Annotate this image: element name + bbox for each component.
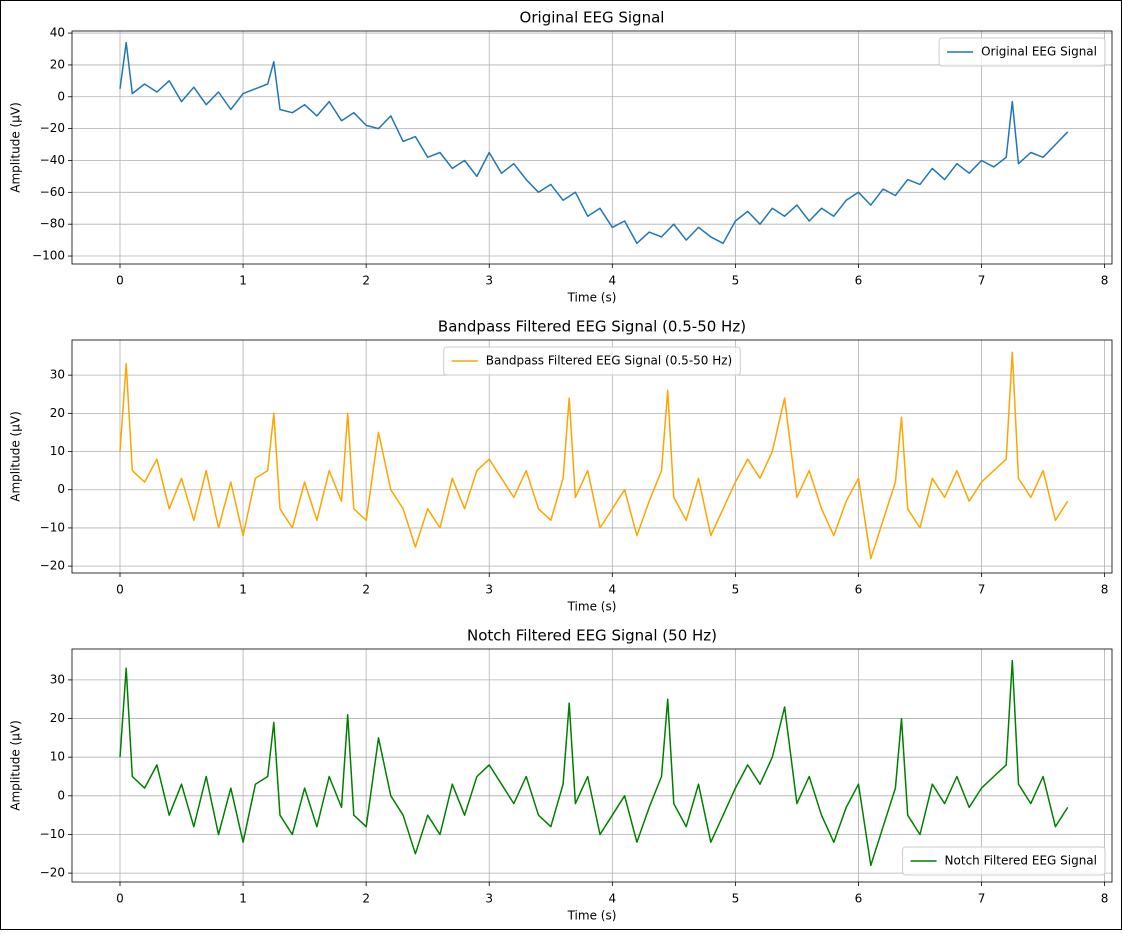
x-tick-label: 2 bbox=[362, 892, 370, 906]
signal-line bbox=[119, 659, 1069, 867]
y-tick-label: 40 bbox=[50, 26, 65, 40]
y-tick-label: −80 bbox=[40, 217, 65, 231]
x-tick-label: 3 bbox=[485, 892, 493, 906]
x-tick-label: 4 bbox=[608, 583, 616, 597]
x-tick-label: 8 bbox=[1101, 274, 1109, 288]
x-tick-label: 6 bbox=[855, 274, 863, 288]
x-tick-label: 8 bbox=[1101, 892, 1109, 906]
x-tick-label: 0 bbox=[116, 892, 124, 906]
x-tick-label: 1 bbox=[239, 892, 247, 906]
legend-box bbox=[902, 846, 1106, 876]
legend-label: Original EEG Signal bbox=[981, 45, 1097, 59]
y-tick-label: −10 bbox=[40, 827, 65, 841]
legend-label: Notch Filtered EEG Signal bbox=[945, 854, 1097, 868]
legend: Original EEG Signal bbox=[938, 37, 1106, 67]
x-tick-label: 6 bbox=[855, 583, 863, 597]
y-tick-label: 10 bbox=[50, 444, 65, 458]
y-tick-label: −20 bbox=[40, 866, 65, 880]
x-tick-label: 5 bbox=[732, 274, 740, 288]
x-tick-label: 4 bbox=[608, 892, 616, 906]
signal-line bbox=[119, 351, 1069, 560]
y-tick-label: 30 bbox=[50, 672, 65, 686]
chart-title: Bandpass Filtered EEG Signal (0.5-50 Hz) bbox=[438, 318, 746, 336]
x-tick-label: 5 bbox=[732, 583, 740, 597]
chart-title: Notch Filtered EEG Signal (50 Hz) bbox=[467, 627, 717, 645]
legend-label: Bandpass Filtered EEG Signal (0.5-50 Hz) bbox=[486, 354, 733, 368]
y-tick-label: 30 bbox=[50, 368, 65, 382]
y-tick-label: −20 bbox=[40, 559, 65, 573]
x-axis-label: Time (s) bbox=[567, 600, 617, 614]
legend-box bbox=[938, 37, 1106, 67]
y-tick-label: 20 bbox=[50, 57, 65, 71]
x-tick-label: 1 bbox=[239, 274, 247, 288]
y-axis-label: Amplitude (µV) bbox=[9, 720, 23, 811]
x-tick-label: 3 bbox=[485, 583, 493, 597]
axes-frame bbox=[71, 339, 1113, 574]
x-tick-label: 0 bbox=[116, 274, 124, 288]
y-tick-label: 0 bbox=[57, 89, 65, 103]
axes-frame bbox=[71, 30, 1113, 265]
x-axis-label: Time (s) bbox=[567, 291, 617, 305]
y-axis-label: Amplitude (µV) bbox=[9, 102, 23, 193]
legend-box bbox=[443, 346, 741, 376]
x-tick-label: 1 bbox=[239, 583, 247, 597]
y-tick-label: 0 bbox=[57, 788, 65, 802]
x-tick-label: 8 bbox=[1101, 583, 1109, 597]
chart-title: Original EEG Signal bbox=[520, 9, 665, 27]
y-tick-label: 10 bbox=[50, 750, 65, 764]
x-tick-label: 2 bbox=[362, 583, 370, 597]
x-tick-label: 7 bbox=[978, 892, 986, 906]
y-tick-label: −100 bbox=[32, 249, 65, 263]
y-tick-label: 20 bbox=[50, 711, 65, 725]
y-tick-label: −10 bbox=[40, 520, 65, 534]
y-tick-label: 20 bbox=[50, 406, 65, 420]
y-tick-label: −40 bbox=[40, 153, 65, 167]
x-tick-label: 3 bbox=[485, 274, 493, 288]
x-tick-label: 7 bbox=[978, 583, 986, 597]
signal-line bbox=[119, 41, 1069, 245]
x-tick-label: 4 bbox=[608, 274, 616, 288]
x-tick-label: 6 bbox=[855, 892, 863, 906]
legend: Notch Filtered EEG Signal bbox=[902, 846, 1106, 876]
y-tick-label: −60 bbox=[40, 185, 65, 199]
legend: Bandpass Filtered EEG Signal (0.5-50 Hz) bbox=[443, 346, 741, 376]
axes-frame bbox=[71, 648, 1113, 883]
x-tick-label: 7 bbox=[978, 274, 986, 288]
x-tick-label: 2 bbox=[362, 274, 370, 288]
x-tick-label: 5 bbox=[732, 892, 740, 906]
x-tick-label: 0 bbox=[116, 583, 124, 597]
y-tick-label: 0 bbox=[57, 482, 65, 496]
x-axis-label: Time (s) bbox=[567, 909, 617, 923]
y-tick-label: −20 bbox=[40, 121, 65, 135]
y-axis-label: Amplitude (µV) bbox=[9, 411, 23, 502]
